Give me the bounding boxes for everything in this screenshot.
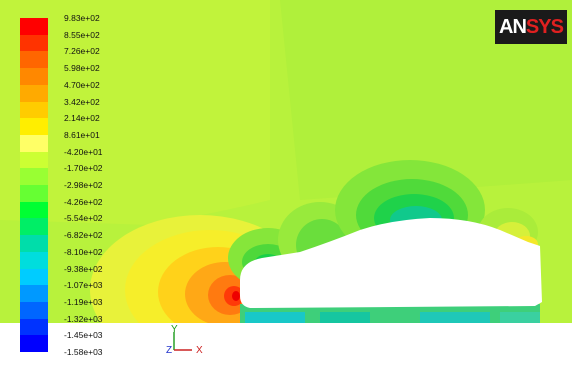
field-upper-right — [280, 0, 572, 200]
legend-label: -1.58e+03 — [64, 347, 103, 357]
legend-swatch — [20, 168, 48, 186]
logo-text-accent: SYS — [525, 15, 564, 38]
field-upper-region — [0, 0, 270, 225]
legend-swatch — [20, 218, 48, 236]
legend-swatch — [20, 335, 48, 353]
legend-label: -6.82e+02 — [64, 230, 103, 241]
legend-label: 2.14e+02 — [64, 113, 100, 124]
legend-swatch — [20, 118, 48, 136]
legend-label: 8.61e+01 — [64, 129, 100, 140]
legend-swatch — [20, 84, 48, 102]
legend-swatch — [20, 235, 48, 253]
legend-label: 5.98e+02 — [64, 63, 100, 74]
legend-label: -1.19e+03 — [64, 296, 103, 307]
legend-label: -5.54e+02 — [64, 213, 103, 224]
legend-label: 9.83e+02 — [64, 13, 100, 23]
legend-label: -4.26e+02 — [64, 196, 103, 207]
legend-swatch — [20, 268, 48, 286]
legend-swatch — [20, 185, 48, 203]
legend-swatch — [20, 201, 48, 219]
legend-swatch — [20, 285, 48, 303]
logo-text-main: AN — [499, 15, 527, 38]
legend-swatch — [20, 101, 48, 119]
legend-label: -1.07e+03 — [64, 280, 103, 291]
legend-label: -1.32e+03 — [64, 313, 103, 324]
legend-label: -9.38e+02 — [64, 263, 103, 274]
color-legend — [20, 18, 48, 364]
legend-label: -8.10e+02 — [64, 246, 103, 257]
legend-swatch — [20, 134, 48, 153]
legend-label: 8.55e+02 — [64, 29, 100, 40]
legend-label: -1.45e+03 — [64, 330, 103, 341]
axis-triad — [173, 332, 192, 351]
bottom-margin — [0, 323, 572, 369]
legend-swatch — [20, 251, 48, 269]
legend-swatch — [20, 18, 48, 36]
legend-swatch — [20, 34, 48, 52]
legend-swatch — [20, 318, 48, 336]
legend-label: 7.26e+02 — [64, 46, 100, 57]
legend-label: 3.42e+02 — [64, 96, 100, 107]
x-axis-label: X — [196, 345, 203, 356]
y-axis-label: Y — [171, 324, 178, 335]
ansys-logo: AN SYS — [495, 10, 567, 44]
underbody-flow — [240, 304, 540, 323]
legend-label: -4.20e+01 — [64, 146, 103, 157]
legend-label: -2.98e+02 — [64, 180, 103, 190]
legend-swatch — [20, 68, 48, 86]
legend-swatch — [20, 51, 48, 69]
vehicle-silhouette — [240, 218, 542, 308]
legend-label: -1.70e+02 — [64, 163, 103, 174]
legend-swatch — [20, 301, 48, 320]
legend-swatch — [20, 151, 48, 169]
legend-label: 4.70e+02 — [64, 79, 100, 90]
z-axis-label: Z — [166, 345, 173, 356]
